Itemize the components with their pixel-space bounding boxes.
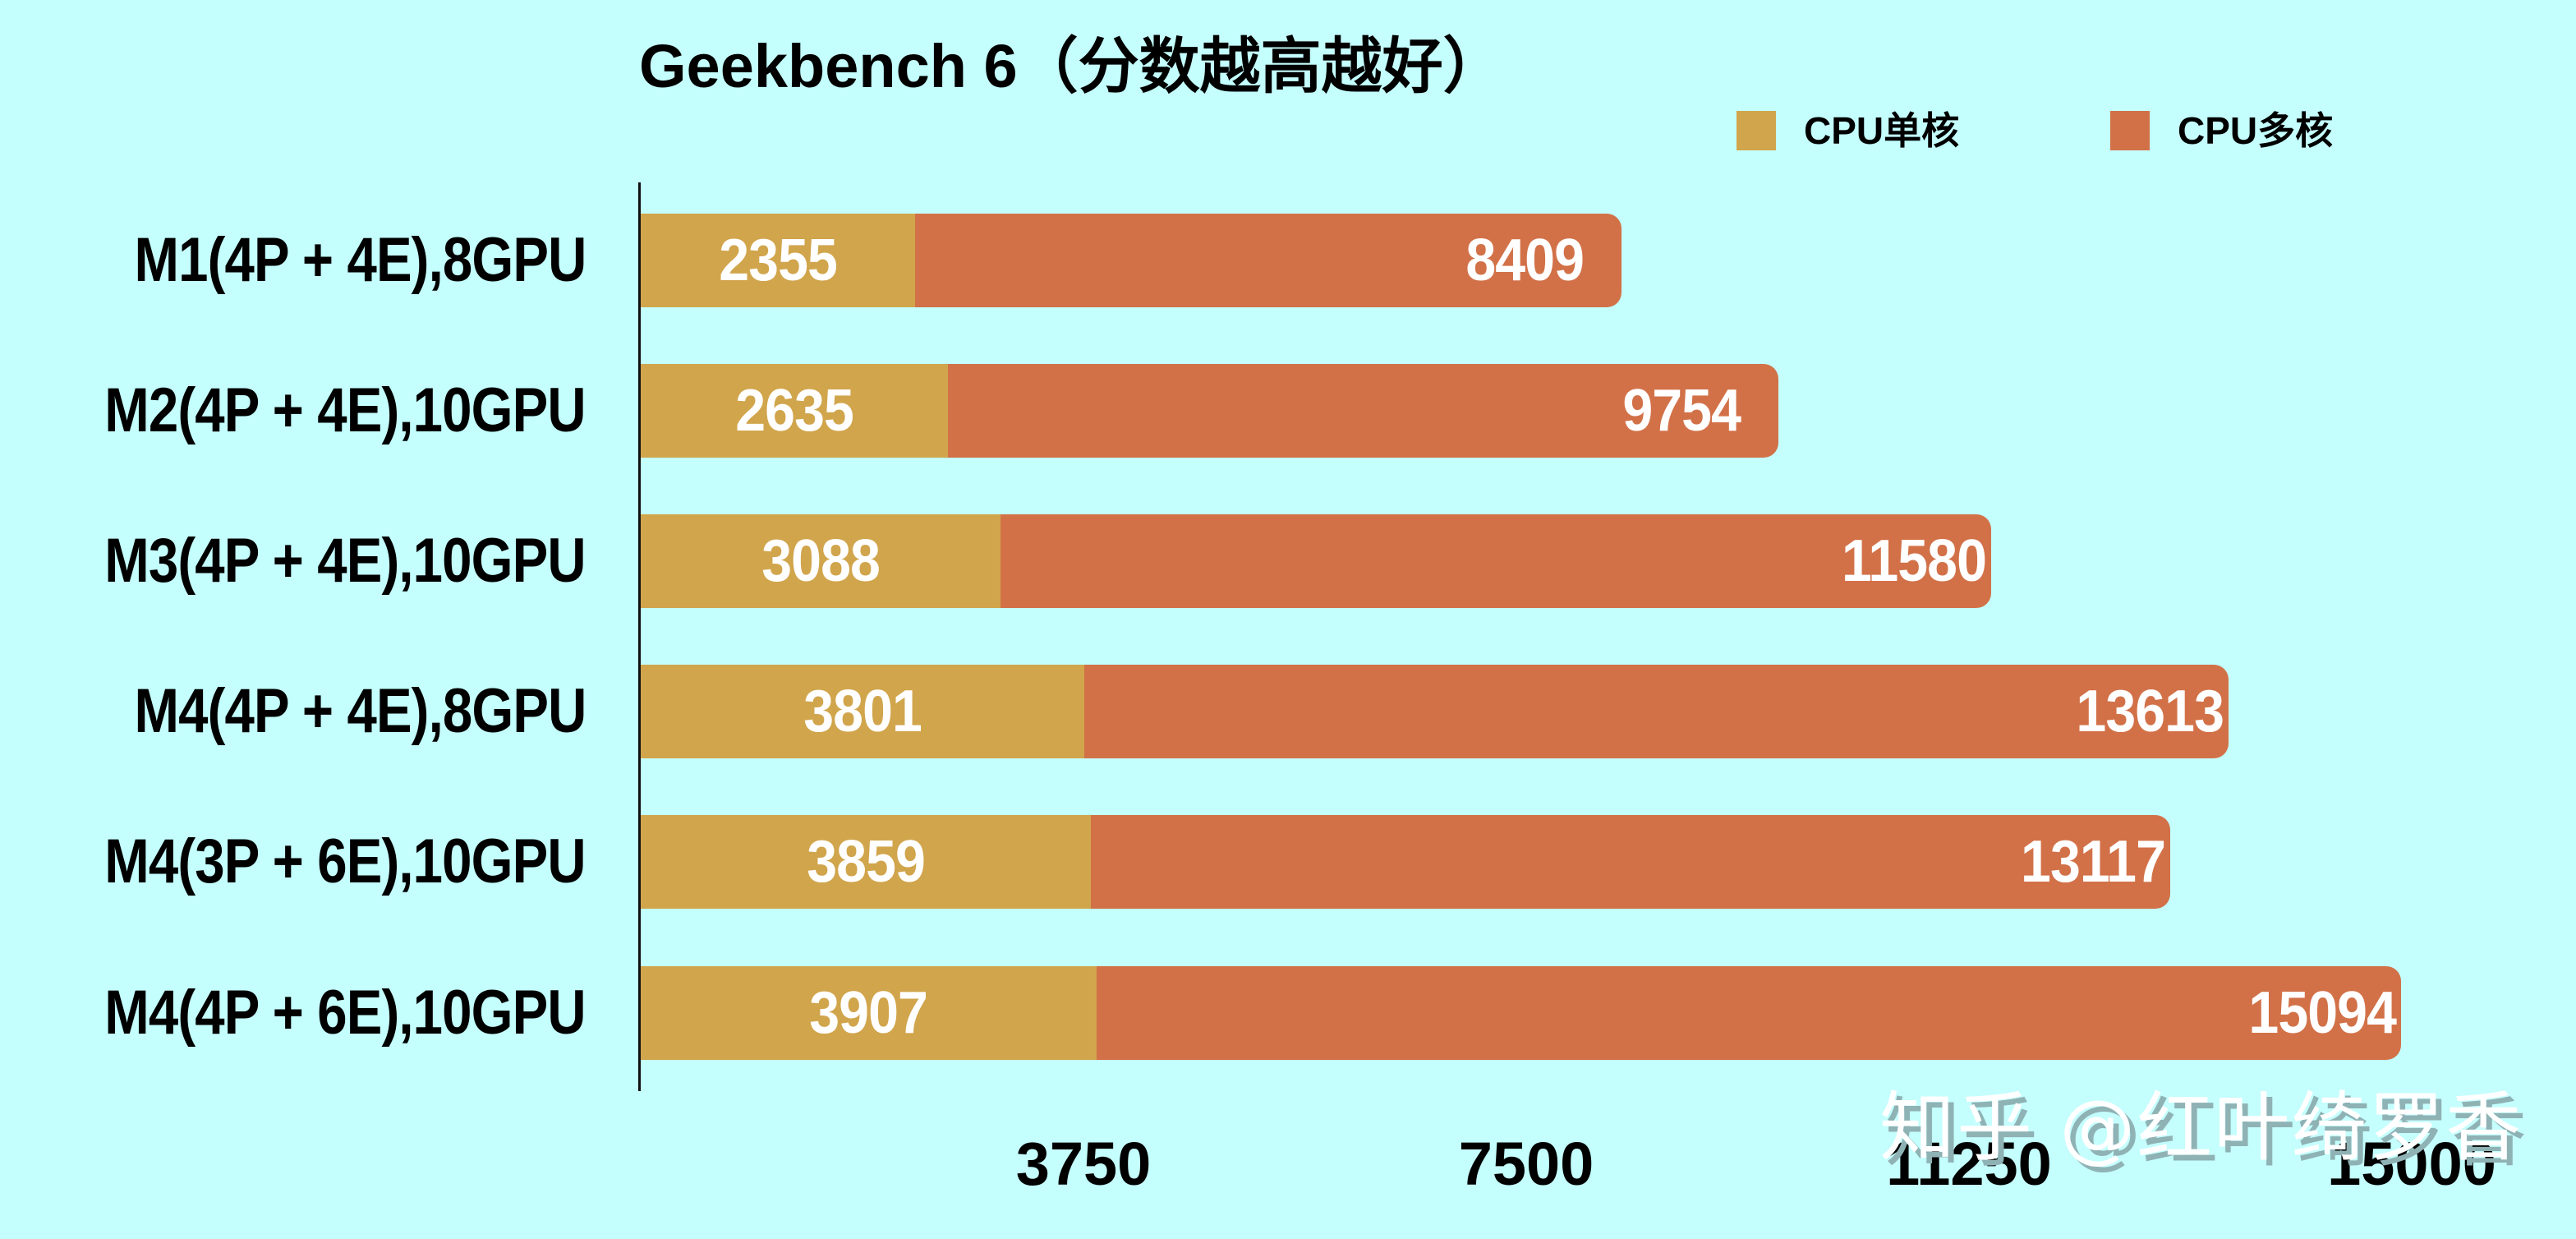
value-label-multi-core: 13613 — [2076, 679, 2224, 744]
legend-swatch-multi-core-icon — [2110, 111, 2150, 150]
value-label-multi-core: 8409 — [1465, 228, 1585, 293]
bar-single-core: 3088 — [641, 514, 1000, 608]
value-label-single-core: 3907 — [809, 980, 929, 1046]
category-label: M4(4P + 4E),8GPU — [134, 676, 586, 746]
bar-single-core: 3801 — [641, 665, 1084, 758]
category-label: M4(4P + 6E),10GPU — [104, 978, 586, 1048]
value-label-single-core: 2635 — [735, 378, 854, 444]
legend-swatch-single-core-icon — [1736, 111, 1776, 150]
chart-title: Geekbench 6（分数越高越好） — [639, 32, 1504, 100]
value-label-single-core: 3088 — [761, 528, 881, 594]
x-tick-label: 3750 — [1015, 1130, 1152, 1198]
legend-item-single-core: CPU单核 — [1736, 105, 1959, 156]
value-label-single-core: 3801 — [803, 679, 922, 744]
value-label-single-core: 2355 — [719, 228, 838, 293]
value-label-multi-core: 11580 — [1842, 528, 1987, 594]
bar-single-core: 2635 — [641, 364, 948, 458]
legend-label-multi-core: CPU多核 — [2178, 109, 2334, 152]
x-tick-label: 7500 — [1458, 1130, 1594, 1198]
value-label-multi-core: 15094 — [2248, 980, 2397, 1046]
x-tick-label: 15000 — [2327, 1130, 2496, 1198]
category-label: M4(3P + 6E),10GPU — [104, 827, 586, 896]
x-tick-label: 11250 — [1886, 1130, 2052, 1198]
bar-single-core: 3859 — [641, 815, 1091, 909]
bar-single-core: 2355 — [641, 214, 915, 307]
legend-label-single-core: CPU单核 — [1804, 109, 1960, 152]
bar-single-core: 3907 — [641, 966, 1097, 1060]
category-label: M2(4P + 4E),10GPU — [104, 375, 586, 445]
category-label: M1(4P + 4E),8GPU — [134, 225, 586, 295]
watermark-text: 知乎 @红叶绮罗香 — [1879, 1084, 2523, 1172]
category-label: M3(4P + 4E),10GPU — [104, 526, 586, 596]
value-label-single-core: 3859 — [807, 829, 926, 895]
value-label-multi-core: 13117 — [2021, 829, 2166, 895]
legend-item-multi-core: CPU多核 — [2110, 105, 2333, 156]
value-label-multi-core: 9754 — [1622, 378, 1741, 444]
y-axis-line — [638, 182, 641, 1091]
